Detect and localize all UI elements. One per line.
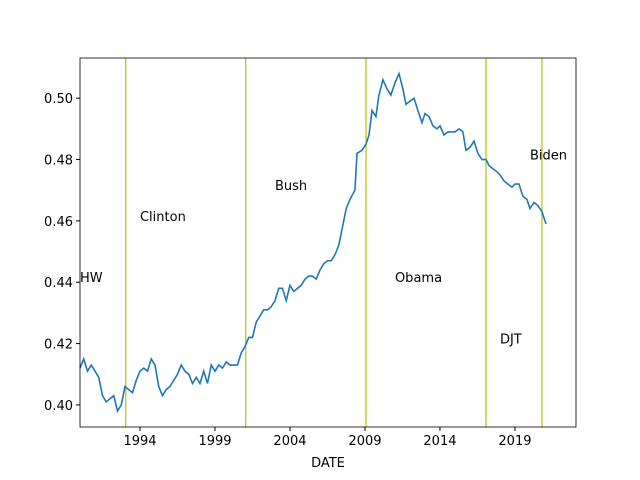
y-tick-label: 0.46 (44, 215, 73, 230)
x-tick-label: 1994 (123, 434, 156, 449)
y-tick-label: 0.40 (44, 399, 73, 414)
annotation: Obama (395, 271, 442, 286)
plot-frame (79, 57, 577, 428)
x-tick-label: 2009 (348, 434, 381, 449)
annotation: Bush (275, 179, 307, 194)
y-tick-label: 0.44 (44, 276, 73, 291)
data-line (79, 71, 547, 414)
annotation: HW (80, 271, 103, 286)
annotation: DJT (500, 333, 522, 348)
annotation: Clinton (140, 210, 186, 225)
annotation: Biden (530, 149, 567, 164)
x-axis-label: DATE (311, 456, 345, 471)
x-tick-label: 2019 (498, 434, 531, 449)
y-tick-label: 0.42 (44, 338, 73, 353)
x-tick-label: 1999 (198, 434, 231, 449)
x-tick-label: 2014 (423, 434, 456, 449)
y-tick-label: 0.48 (44, 154, 73, 169)
x-tick-label: 2004 (273, 434, 306, 449)
y-tick-label: 0.50 (44, 92, 73, 107)
